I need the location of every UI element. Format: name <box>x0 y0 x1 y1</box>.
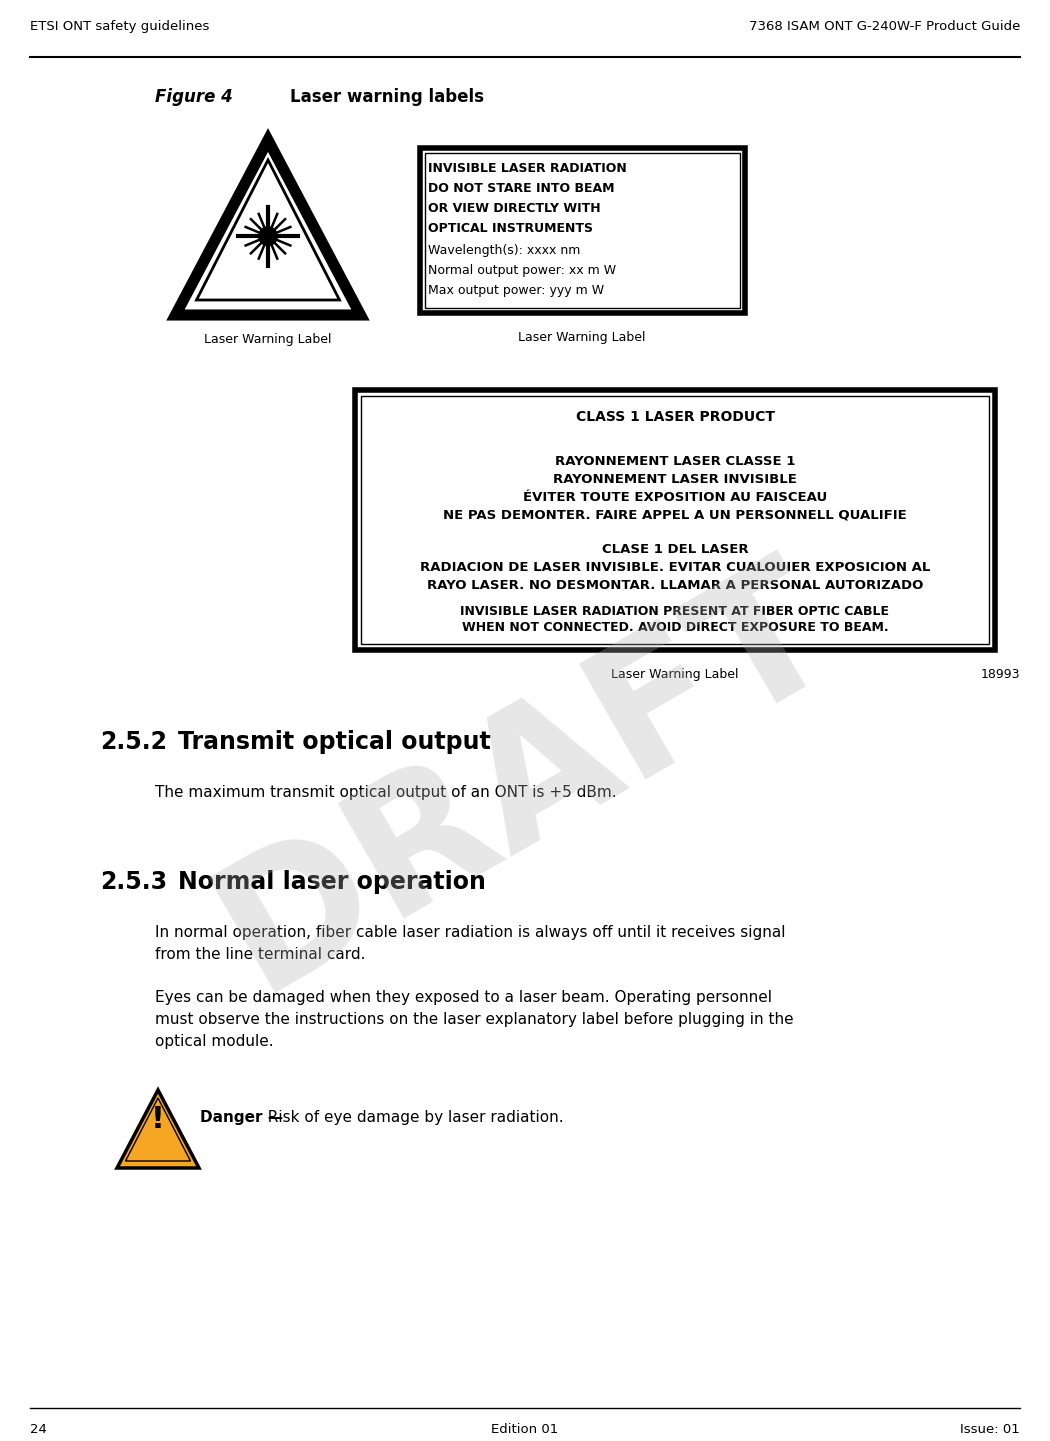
Polygon shape <box>196 160 339 300</box>
Text: Risk of eye damage by laser radiation.: Risk of eye damage by laser radiation. <box>258 1110 564 1125</box>
FancyBboxPatch shape <box>420 148 746 313</box>
Polygon shape <box>117 1089 200 1169</box>
Text: RAYONNEMENT LASER CLASSE 1: RAYONNEMENT LASER CLASSE 1 <box>554 455 795 468</box>
Text: Laser Warning Label: Laser Warning Label <box>611 669 739 682</box>
Text: 18993: 18993 <box>981 669 1020 682</box>
Text: Laser warning labels: Laser warning labels <box>290 88 484 107</box>
Text: !: ! <box>151 1105 165 1134</box>
Text: CLASS 1 LASER PRODUCT: CLASS 1 LASER PRODUCT <box>575 411 775 424</box>
Text: Figure 4: Figure 4 <box>155 88 233 107</box>
Text: DRAFT: DRAFT <box>189 535 861 1025</box>
Text: Wavelength(s): xxxx nm: Wavelength(s): xxxx nm <box>428 244 581 256</box>
Text: ETSI ONT safety guidelines: ETSI ONT safety guidelines <box>30 20 209 33</box>
Text: Transmit optical output: Transmit optical output <box>178 731 490 754</box>
Text: Normal laser operation: Normal laser operation <box>178 870 486 893</box>
Text: Danger —: Danger — <box>200 1110 284 1125</box>
Text: Eyes can be damaged when they exposed to a laser beam. Operating personnel
must : Eyes can be damaged when they exposed to… <box>155 990 794 1049</box>
Text: OR VIEW DIRECTLY WITH: OR VIEW DIRECTLY WITH <box>428 202 601 215</box>
Text: 7368 ISAM ONT G-240W-F Product Guide: 7368 ISAM ONT G-240W-F Product Guide <box>749 20 1020 33</box>
Text: RAYO LASER. NO DESMONTAR. LLAMAR A PERSONAL AUTORIZADO: RAYO LASER. NO DESMONTAR. LLAMAR A PERSO… <box>426 579 923 592</box>
Polygon shape <box>175 140 360 316</box>
Text: RAYONNEMENT LASER INVISIBLE: RAYONNEMENT LASER INVISIBLE <box>553 473 797 486</box>
FancyBboxPatch shape <box>361 396 989 644</box>
Text: WHEN NOT CONNECTED. AVOID DIRECT EXPOSURE TO BEAM.: WHEN NOT CONNECTED. AVOID DIRECT EXPOSUR… <box>462 621 888 634</box>
Text: Laser Warning Label: Laser Warning Label <box>205 333 332 346</box>
FancyBboxPatch shape <box>425 153 740 308</box>
Circle shape <box>258 228 277 245</box>
Text: Issue: 01: Issue: 01 <box>961 1424 1020 1437</box>
Text: CLASE 1 DEL LASER: CLASE 1 DEL LASER <box>602 543 749 556</box>
Text: Edition 01: Edition 01 <box>491 1424 559 1437</box>
Text: 24: 24 <box>30 1424 47 1437</box>
Text: INVISIBLE LASER RADIATION: INVISIBLE LASER RADIATION <box>428 161 627 174</box>
Text: Normal output power: xx m W: Normal output power: xx m W <box>428 264 616 277</box>
Text: ÉVITER TOUTE EXPOSITION AU FAISCEAU: ÉVITER TOUTE EXPOSITION AU FAISCEAU <box>523 491 827 504</box>
Text: The maximum transmit optical output of an ONT is +5 dBm.: The maximum transmit optical output of a… <box>155 785 616 800</box>
Text: RADIACION DE LASER INVISIBLE. EVITAR CUALOUIER EXPOSICION AL: RADIACION DE LASER INVISIBLE. EVITAR CUA… <box>420 561 930 574</box>
FancyBboxPatch shape <box>355 391 995 650</box>
Text: In normal operation, fiber cable laser radiation is always off until it receives: In normal operation, fiber cable laser r… <box>155 925 785 963</box>
Text: NE PAS DEMONTER. FAIRE APPEL A UN PERSONNELL QUALIFIE: NE PAS DEMONTER. FAIRE APPEL A UN PERSON… <box>443 509 907 522</box>
Polygon shape <box>126 1098 190 1161</box>
Text: Laser Warning Label: Laser Warning Label <box>519 331 646 344</box>
Text: Max output power: yyy m W: Max output power: yyy m W <box>428 284 604 297</box>
Text: INVISIBLE LASER RADIATION PRESENT AT FIBER OPTIC CABLE: INVISIBLE LASER RADIATION PRESENT AT FIB… <box>461 605 889 618</box>
Text: DO NOT STARE INTO BEAM: DO NOT STARE INTO BEAM <box>428 182 614 195</box>
Text: 2.5.3: 2.5.3 <box>100 870 167 893</box>
Text: OPTICAL INSTRUMENTS: OPTICAL INSTRUMENTS <box>428 222 593 235</box>
Text: 2.5.2: 2.5.2 <box>100 731 167 754</box>
